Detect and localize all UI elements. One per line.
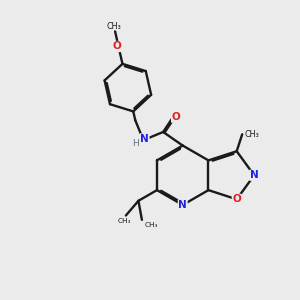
Text: CH₃: CH₃: [118, 218, 131, 224]
Text: H: H: [132, 139, 138, 148]
Text: N: N: [250, 170, 259, 180]
Text: CH₃: CH₃: [244, 130, 259, 139]
Text: N: N: [178, 200, 187, 210]
Text: CH₃: CH₃: [144, 222, 158, 228]
Text: N: N: [140, 134, 149, 144]
Text: O: O: [113, 41, 122, 52]
Text: O: O: [172, 112, 180, 122]
Text: O: O: [232, 194, 241, 204]
Text: CH₃: CH₃: [106, 22, 121, 32]
